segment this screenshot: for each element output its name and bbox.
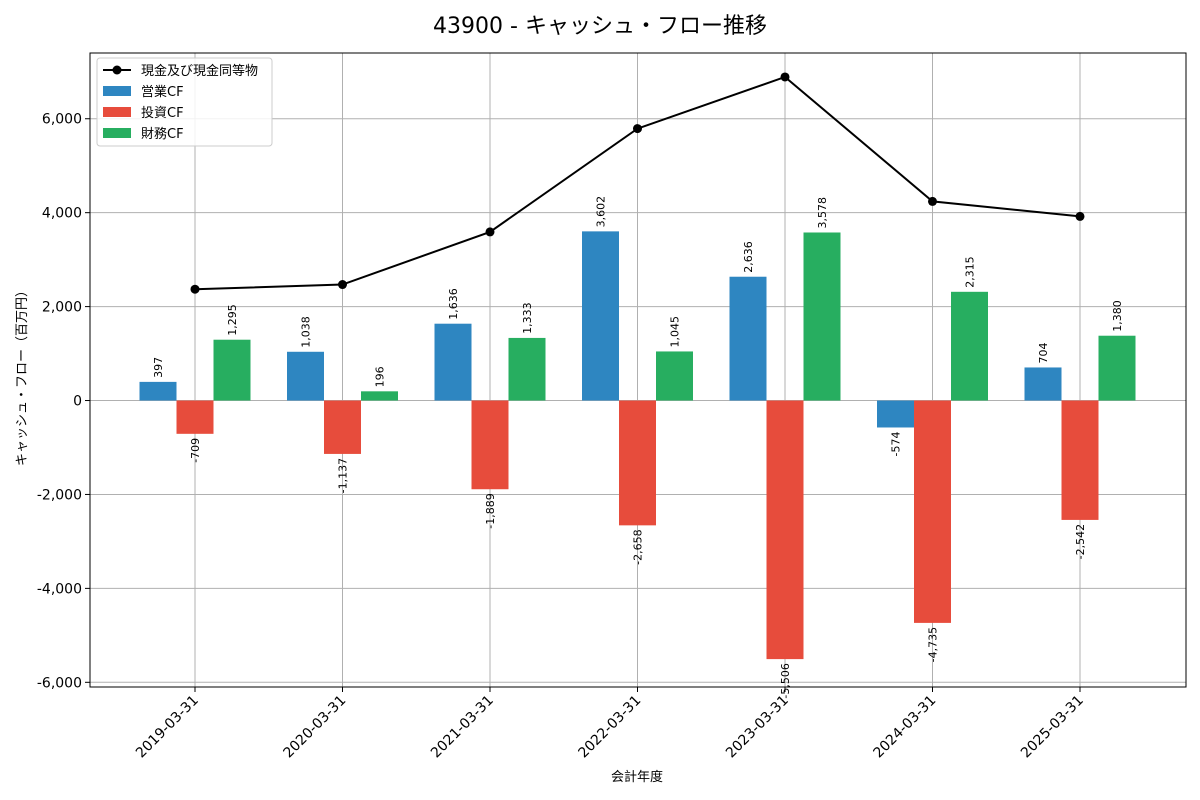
- bar: [213, 339, 251, 401]
- bar-value-label: 2,636: [742, 241, 755, 273]
- bars: [139, 231, 1136, 660]
- y-tick-label: 6,000: [42, 112, 82, 128]
- x-tick-label: 2023-03-31: [723, 693, 792, 762]
- x-tick-label: 2019-03-31: [133, 693, 202, 762]
- y-tick-label: 0: [73, 394, 82, 410]
- bar-value-label: 397: [152, 357, 165, 378]
- bar-value-label: -4,735: [927, 627, 940, 662]
- legend-bar-swatch: [103, 86, 131, 96]
- bar-value-label: 1,380: [1111, 300, 1124, 332]
- bar: [877, 400, 914, 428]
- cash-line-point: [338, 280, 347, 290]
- chart-title: 43900 - キャッシュ・フロー推移: [433, 14, 767, 39]
- bar-value-label: -1,889: [484, 493, 497, 528]
- bar: [766, 400, 804, 660]
- y-tick-label: -4,000: [37, 581, 82, 597]
- bar-value-label: -2,658: [632, 529, 645, 564]
- bar: [1098, 335, 1136, 401]
- bar: [951, 291, 988, 401]
- bar: [582, 231, 619, 401]
- plot-frame: [89, 52, 1187, 688]
- bar-value-label: 1,636: [447, 288, 460, 320]
- cash-line: [190, 72, 1085, 294]
- bar-value-label: 3,578: [816, 197, 829, 229]
- bar-value-label: 1,045: [669, 316, 682, 348]
- bar-value-label: 3,602: [595, 196, 608, 228]
- x-tick-label: 2022-03-31: [575, 693, 644, 762]
- bar: [471, 400, 509, 490]
- data-labels: 397 1,038 1,636 3,602 2,636 -574 704 -709 -1,137…: [152, 196, 1124, 699]
- bar-value-label: 704: [1037, 342, 1050, 363]
- bar-value-label: -709: [189, 438, 202, 463]
- grid-lines: [90, 53, 1186, 687]
- legend-label: 投資CF: [141, 105, 184, 121]
- bar: [287, 351, 324, 401]
- x-tick-label: 2021-03-31: [428, 693, 497, 762]
- y-tick-label: -6,000: [37, 675, 82, 691]
- bar: [361, 391, 398, 401]
- cash-line-point: [1075, 211, 1085, 221]
- bar-value-label: 2,315: [964, 256, 977, 288]
- legend-label: 財務CF: [141, 127, 184, 142]
- cash-line-point: [928, 196, 937, 206]
- legend-label: 現金及び現金同等物: [141, 63, 258, 79]
- bar-value-label: 1,333: [521, 302, 534, 334]
- bar: [324, 400, 361, 454]
- legend-marker: [112, 65, 122, 75]
- bar-value-label: 196: [374, 366, 387, 387]
- bar-value-label: 1,038: [300, 316, 313, 348]
- bar-value-label: -2,542: [1074, 524, 1087, 559]
- bar-value-label: -574: [890, 431, 903, 456]
- cash-line-point: [780, 72, 790, 82]
- bar: [914, 400, 951, 623]
- x-axis-title: 会計年度: [611, 769, 663, 785]
- y-tick-label: -2,000: [37, 487, 82, 503]
- cash-line-point: [485, 227, 495, 237]
- x-tick-label: 2024-03-31: [870, 693, 939, 762]
- y-axis-title: キャッシュ・フロー（百万円）: [15, 284, 30, 466]
- bar: [1024, 367, 1062, 401]
- bar: [803, 232, 841, 401]
- bar: [656, 351, 693, 401]
- bar: [176, 400, 214, 434]
- bar: [139, 381, 177, 401]
- bar: [508, 337, 546, 401]
- bar: [1061, 400, 1099, 520]
- bar-value-label: 1,295: [226, 304, 239, 336]
- legend-bar-swatch: [103, 107, 131, 117]
- y-tick-label: 4,000: [42, 206, 82, 222]
- legend-label: 営業CF: [141, 84, 184, 100]
- bar: [434, 323, 472, 401]
- legend-bar-swatch: [103, 128, 131, 138]
- bar-value-label: -1,137: [337, 458, 350, 493]
- cash-line-point: [633, 124, 642, 134]
- bar: [619, 400, 656, 526]
- legend-box: [96, 57, 273, 147]
- y-tick-label: 2,000: [42, 300, 82, 316]
- cash-line-point: [190, 284, 200, 294]
- x-tick-label: 2025-03-31: [1018, 693, 1087, 762]
- x-tick-label: 2020-03-31: [280, 693, 349, 762]
- bar: [729, 276, 767, 401]
- bar-value-label: -5,506: [779, 663, 792, 698]
